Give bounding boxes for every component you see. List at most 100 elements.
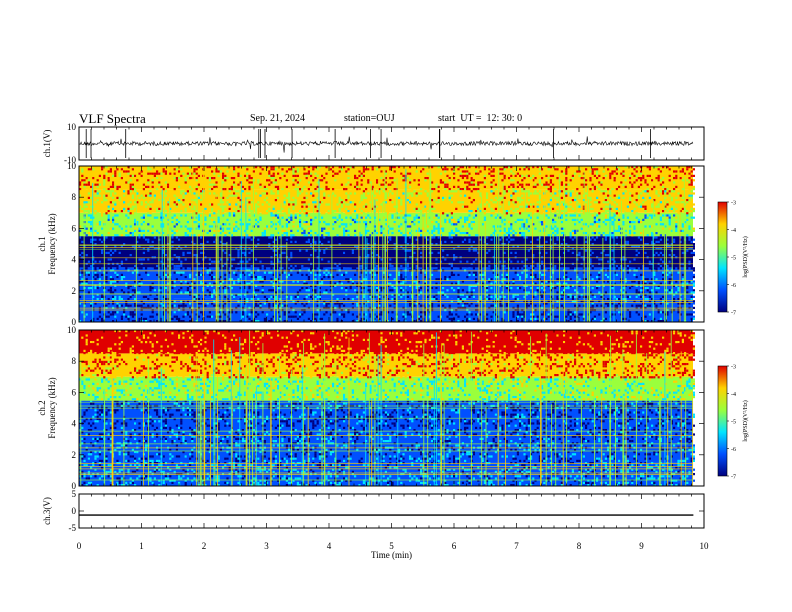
spectral-cell (200, 201, 203, 204)
spectral-cell (123, 190, 126, 193)
spectral-cell (160, 172, 163, 175)
spectral-cell (488, 183, 491, 186)
spectral-cell (508, 166, 511, 169)
spectral-cell (631, 210, 634, 213)
spectral-cell (622, 192, 625, 195)
spectral-cell (274, 245, 277, 248)
spectral-cell (466, 214, 469, 217)
spectral-cell (406, 179, 409, 182)
spectral-cell (114, 223, 117, 226)
spectral-cell (646, 183, 649, 186)
spectral-cell (631, 243, 634, 246)
spectral-cell (541, 177, 544, 180)
spectral-cell (200, 245, 203, 248)
spectral-cell (321, 240, 324, 243)
spectral-cell (241, 234, 244, 237)
spectral-cell (635, 225, 638, 228)
spectral-cell (277, 196, 280, 199)
spectral-cell (206, 218, 209, 221)
spectral-cell (360, 212, 363, 215)
spectral-cell (607, 210, 610, 213)
spectral-cell (338, 166, 341, 169)
spectral-cell (640, 196, 643, 199)
spectral-cell (250, 181, 253, 184)
spectral-cell (477, 210, 480, 213)
spectral-cell (563, 174, 566, 177)
spectral-cell (338, 170, 341, 173)
spectral-cell (219, 216, 222, 219)
spectral-cell (389, 183, 392, 186)
spectral-cell (217, 203, 220, 206)
spectral-cell (186, 188, 189, 191)
spectral-cell (211, 185, 214, 188)
spectral-cell (145, 232, 148, 235)
spectral-cell (400, 236, 403, 239)
spectral-cell (250, 249, 253, 252)
spectral-cell (325, 214, 328, 217)
spectral-cell (417, 216, 420, 219)
spectral-cell (523, 196, 526, 199)
spectral-cell (574, 203, 577, 206)
spectral-cell (376, 223, 379, 226)
spectral-cell (631, 188, 634, 191)
spectral-cell (547, 232, 550, 235)
spectral-cell (391, 174, 394, 177)
spectral-cell (536, 166, 539, 169)
spectral-cell (589, 223, 592, 226)
spectral-cell (501, 234, 504, 237)
spectral-cell (219, 238, 222, 241)
spectral-cell (514, 207, 517, 210)
spectral-cell (321, 212, 324, 215)
spectral-cell (499, 216, 502, 219)
spectral-cell (277, 223, 280, 226)
spectral-cell (365, 168, 368, 171)
spectral-cell (461, 179, 464, 182)
spectral-cell (329, 214, 332, 217)
spectral-cell (501, 196, 504, 199)
spectral-cell (431, 216, 434, 219)
spectral-cell (290, 232, 293, 235)
spectral-cell (675, 174, 678, 177)
spectral-cell (164, 210, 167, 213)
spectral-cell (169, 183, 172, 186)
spectral-cell (252, 179, 255, 182)
spectral-cell (433, 185, 436, 188)
spectral-cell (200, 247, 203, 250)
spectral-cell (191, 216, 194, 219)
spectral-cell (514, 170, 517, 173)
spectral-cell (125, 196, 128, 199)
spectral-cell (400, 247, 403, 250)
spectral-cell (173, 177, 176, 180)
spectral-cell (90, 210, 93, 213)
spectral-cell (673, 170, 676, 173)
spectral-cell (367, 172, 370, 175)
spectral-cell (303, 238, 306, 241)
spectral-cell (101, 177, 104, 180)
spectral-cell (173, 249, 176, 252)
spectral-cell (114, 240, 117, 243)
spectral-cell (239, 174, 242, 177)
spectral-cell (334, 249, 337, 252)
spectral-cell (259, 166, 262, 169)
spectral-cell (338, 196, 341, 199)
spectral-cell (622, 172, 625, 175)
spectral-cell (666, 214, 669, 217)
spectral-cell (468, 210, 471, 213)
spectral-cell (417, 185, 420, 188)
spectral-cell (107, 188, 110, 191)
spectral-cell (259, 221, 262, 224)
spectral-cell (644, 179, 647, 182)
spectral-cell (336, 218, 339, 221)
spectral-cell (631, 168, 634, 171)
spectral-cell (549, 245, 552, 248)
spectral-cell (593, 218, 596, 221)
spectral-cell (486, 201, 489, 204)
spectral-cell (653, 234, 656, 237)
spectral-cell (268, 192, 271, 195)
spectral-cell (468, 183, 471, 186)
spectral-cell (461, 238, 464, 241)
spectral-cell (118, 181, 121, 184)
spectral-cell (105, 190, 108, 193)
spectral-cell (475, 210, 478, 213)
spectral-cell (277, 240, 280, 243)
